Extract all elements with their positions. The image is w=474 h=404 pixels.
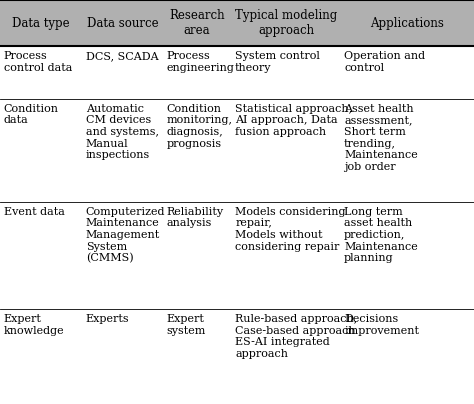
Text: Long term
asset health
prediction,
Maintenance
planning: Long term asset health prediction, Maint… <box>344 207 418 263</box>
Text: Asset health
assessment,
Short term
trending,
Maintenance
job order: Asset health assessment, Short term tren… <box>344 104 418 172</box>
Text: Automatic
CM devices
and systems,
Manual
inspections: Automatic CM devices and systems, Manual… <box>86 104 159 160</box>
Text: Typical modeling
approach: Typical modeling approach <box>235 9 337 37</box>
Text: Condition
data: Condition data <box>4 104 59 125</box>
Text: Rule-based approach,
Case-based approach
ES-AI integrated
approach: Rule-based approach, Case-based approach… <box>235 314 357 359</box>
Text: Condition
monitoring,
diagnosis,
prognosis: Condition monitoring, diagnosis, prognos… <box>166 104 232 149</box>
Text: Expert
system: Expert system <box>166 314 206 335</box>
Text: System control
theory: System control theory <box>235 51 320 73</box>
Text: Computerized
Maintenance
Management
System
(CMMS): Computerized Maintenance Management Syst… <box>86 207 165 264</box>
Text: DCS, SCADA: DCS, SCADA <box>86 51 158 61</box>
Text: Experts: Experts <box>86 314 129 324</box>
Text: Process
control data: Process control data <box>4 51 72 73</box>
Text: Reliability
analysis: Reliability analysis <box>166 207 224 228</box>
Text: Statistical approach,
AI approach, Data
fusion approach: Statistical approach, AI approach, Data … <box>235 104 352 137</box>
Text: Models considering
repair,
Models without
considering repair: Models considering repair, Models withou… <box>235 207 346 252</box>
Text: Data type: Data type <box>12 17 70 30</box>
Text: Process
engineering: Process engineering <box>166 51 234 73</box>
Text: Decisions
improvement: Decisions improvement <box>344 314 419 335</box>
Text: Research
area: Research area <box>169 9 225 37</box>
Text: Applications: Applications <box>370 17 444 30</box>
Text: Event data: Event data <box>4 207 64 217</box>
Bar <box>0 0 474 46</box>
Text: Expert
knowledge: Expert knowledge <box>4 314 64 335</box>
Text: Data source: Data source <box>87 17 159 30</box>
Text: Operation and
control: Operation and control <box>344 51 425 73</box>
